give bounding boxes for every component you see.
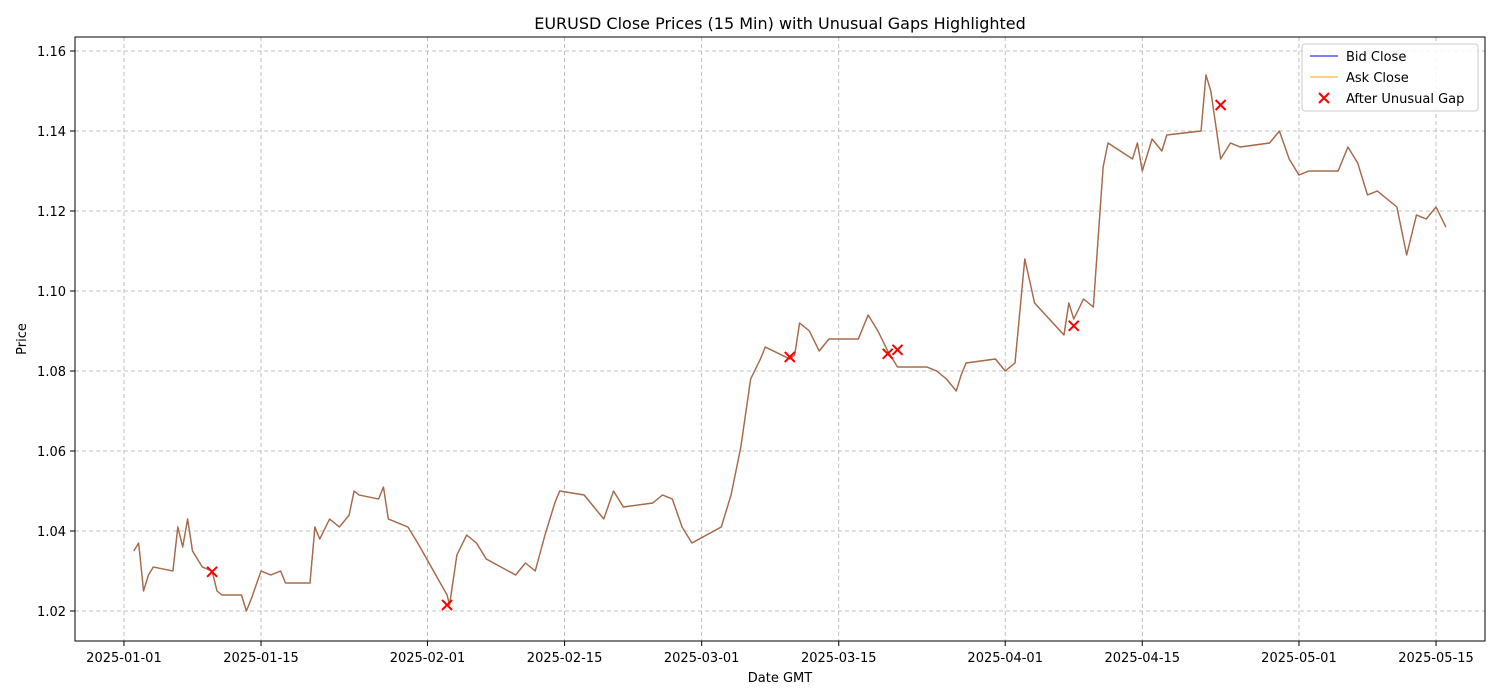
y-tick-label: 1.10	[37, 285, 66, 300]
gap-marker	[441, 599, 453, 611]
legend-gap-x-icon	[1318, 92, 1330, 104]
gap-marker	[882, 348, 894, 360]
x-tick-label: 2025-01-01	[86, 651, 162, 666]
y-tick-label: 1.08	[37, 365, 66, 380]
x-tick-label: 2025-05-15	[1398, 651, 1474, 666]
y-tick-label: 1.16	[37, 45, 66, 60]
y-tick-label: 1.12	[37, 205, 66, 220]
y-tick-label: 1.14	[37, 125, 66, 140]
legend-label-bid: Bid Close	[1346, 50, 1406, 65]
gap-marker	[891, 344, 904, 356]
x-tick-label: 2025-02-01	[390, 651, 466, 666]
plot-area	[74, 36, 1486, 642]
x-tick-label: 2025-01-15	[223, 651, 299, 666]
gap-marker	[206, 566, 218, 578]
gap-marker	[784, 351, 796, 363]
gap-marker	[1068, 320, 1080, 332]
grid	[75, 37, 1485, 641]
x-tick-label: 2025-03-15	[801, 651, 877, 666]
x-tick-label: 2025-02-15	[527, 651, 603, 666]
series-layer	[133, 74, 1447, 612]
x-axis-label: Date GMT	[748, 671, 812, 686]
price-overlap-line	[133, 74, 1447, 612]
legend-box	[1301, 43, 1479, 112]
x-tick-label: 2025-04-15	[1105, 651, 1181, 666]
legend-label-ask: Ask Close	[1346, 71, 1409, 86]
x-tick-label: 2025-05-01	[1261, 651, 1337, 666]
gap-marker	[1214, 99, 1227, 111]
y-tick-label: 1.06	[37, 445, 66, 460]
legend: Bid Close Ask Close After Unusual Gap	[1301, 43, 1479, 112]
legend-label-gap: After Unusual Gap	[1346, 92, 1464, 107]
chart-title: EURUSD Close Prices (15 Min) with Unusua…	[534, 14, 1026, 33]
y-axis-label: Price	[15, 323, 30, 355]
y-tick-label: 1.02	[37, 605, 66, 620]
x-tick-label: 2025-03-01	[664, 651, 740, 666]
x-tick-label: 2025-04-01	[967, 651, 1043, 666]
x-axis: 2025-01-01 2025-01-15 2025-02-01 2025-02-15…	[86, 641, 1474, 666]
y-axis: 1.02 1.04 1.06 1.08 1.10 1.12 1.14 1.16	[37, 45, 75, 620]
marker-layer	[206, 99, 1227, 611]
legend-swatch-gap	[1318, 92, 1330, 104]
y-tick-label: 1.04	[37, 525, 66, 540]
